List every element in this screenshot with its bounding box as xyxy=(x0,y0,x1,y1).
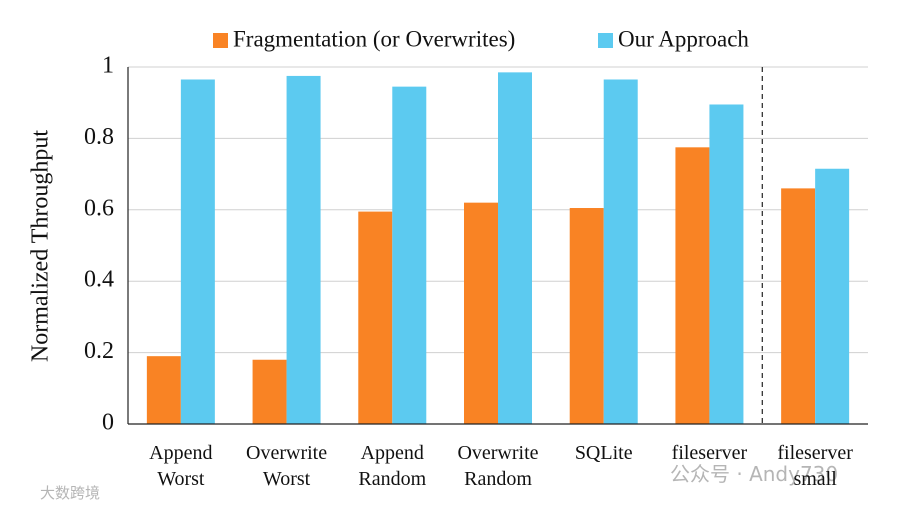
bar xyxy=(709,104,744,425)
bar xyxy=(180,79,215,425)
x-tick-label: Overwrite Random xyxy=(457,442,539,490)
watermark: 大数跨境 xyxy=(40,484,101,502)
y-tick-label: 0.6 xyxy=(84,195,114,221)
y-tick-label: 0.4 xyxy=(84,267,114,293)
legend-label: Our Approach xyxy=(618,26,749,51)
bar xyxy=(146,356,181,424)
x-tick-label: Overwrite Worst xyxy=(246,442,328,490)
bar xyxy=(358,211,393,424)
y-tick-label: 0 xyxy=(102,410,114,436)
bar xyxy=(781,188,816,424)
y-tick-label: 0.2 xyxy=(84,338,114,364)
x-tick-label: SQLite xyxy=(574,442,633,464)
legend-swatch xyxy=(598,33,613,48)
bar xyxy=(569,208,604,424)
bar xyxy=(252,359,287,424)
bar xyxy=(815,168,850,424)
legend-label: Fragmentation (or Overwrites) xyxy=(233,26,515,51)
bar xyxy=(392,86,427,424)
y-axis-label: Normalized Throughput xyxy=(28,130,54,363)
y-tick-label: 1 xyxy=(102,53,114,79)
bar xyxy=(286,75,321,425)
x-tick-label: fileserver small xyxy=(777,442,853,490)
x-tick-label: Append Worst xyxy=(149,442,213,490)
bar xyxy=(675,147,710,424)
bar xyxy=(498,72,532,424)
x-tick-label: fileserver xyxy=(671,442,748,464)
y-tick-label: 0.8 xyxy=(84,124,114,150)
x-tick-label: Append Random xyxy=(358,442,427,490)
legend-swatch xyxy=(213,33,228,48)
bar xyxy=(603,79,638,425)
bar xyxy=(464,202,498,424)
watermark: 公众号 · Andy730 xyxy=(670,462,839,486)
